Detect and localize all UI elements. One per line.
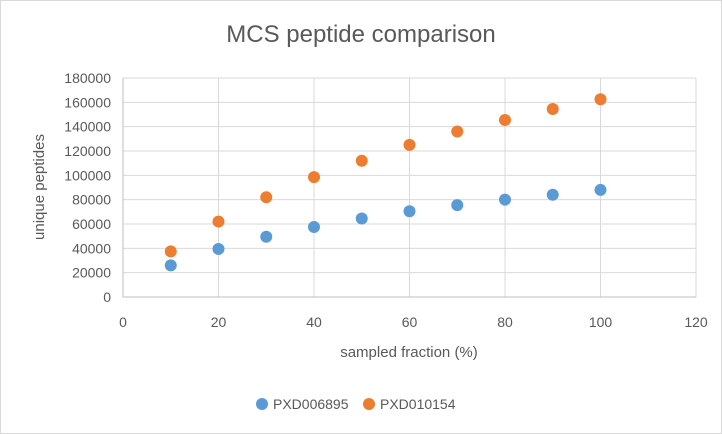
data-point-pxd010154 bbox=[164, 245, 177, 258]
data-point-pxd010154 bbox=[546, 103, 559, 116]
y-tick-label: 160000 bbox=[64, 94, 111, 110]
data-point-pxd006895 bbox=[546, 188, 559, 201]
data-point-pxd006895 bbox=[451, 199, 464, 212]
x-tick-label: 60 bbox=[402, 314, 418, 330]
data-point-pxd010154 bbox=[355, 154, 368, 167]
y-tick-label: 0 bbox=[103, 289, 111, 305]
gridlines bbox=[123, 77, 697, 297]
y-tick-label: 20000 bbox=[72, 265, 111, 281]
y-tick-label: 120000 bbox=[64, 143, 111, 159]
x-tick-label: 120 bbox=[684, 314, 708, 330]
data-point-pxd010154 bbox=[451, 125, 464, 138]
y-axis-label: unique peptides bbox=[31, 134, 48, 240]
y-tick-label: 40000 bbox=[72, 240, 111, 256]
tick-labels: 0 20000 40000 60000 80000 100000 120000 140000 1… bbox=[64, 70, 708, 330]
data-point-pxd006895 bbox=[403, 205, 416, 218]
data-point-pxd006895 bbox=[164, 259, 177, 272]
data-point-pxd010154 bbox=[260, 191, 273, 204]
y-tick-label: 180000 bbox=[64, 70, 111, 86]
data-point-pxd010154 bbox=[499, 113, 511, 126]
data-point-pxd006895 bbox=[499, 193, 511, 206]
y-tick-label: 140000 bbox=[64, 119, 111, 135]
legend-marker bbox=[256, 398, 268, 410]
x-tick-label: 80 bbox=[497, 314, 513, 330]
data-point-pxd010154 bbox=[403, 138, 416, 151]
data-point-pxd006895 bbox=[260, 230, 273, 243]
y-tick-label: 80000 bbox=[72, 192, 111, 208]
x-tick-label: 20 bbox=[211, 314, 227, 330]
data-point-pxd010154 bbox=[308, 171, 320, 184]
x-tick-label: 40 bbox=[306, 314, 322, 330]
data-points bbox=[164, 93, 607, 272]
data-point-pxd006895 bbox=[594, 183, 607, 196]
legend: PXD006895 PXD010154 bbox=[256, 396, 456, 412]
data-point-pxd006895 bbox=[308, 221, 320, 234]
data-point-pxd010154 bbox=[212, 215, 225, 228]
data-point-pxd010154 bbox=[594, 93, 607, 106]
axes bbox=[122, 78, 696, 298]
chart-title: MCS peptide comparison bbox=[226, 21, 495, 48]
legend-label: PXD006895 bbox=[273, 396, 349, 412]
data-point-pxd006895 bbox=[212, 242, 225, 255]
y-tick-label: 100000 bbox=[64, 167, 111, 183]
x-tick-label: 0 bbox=[119, 314, 127, 330]
data-point-pxd006895 bbox=[355, 212, 368, 225]
legend-label: PXD010154 bbox=[380, 396, 456, 412]
y-tick-label: 60000 bbox=[72, 216, 111, 232]
x-tick-label: 100 bbox=[589, 314, 613, 330]
legend-marker bbox=[363, 398, 375, 410]
x-axis-label: sampled fraction (%) bbox=[340, 344, 478, 361]
